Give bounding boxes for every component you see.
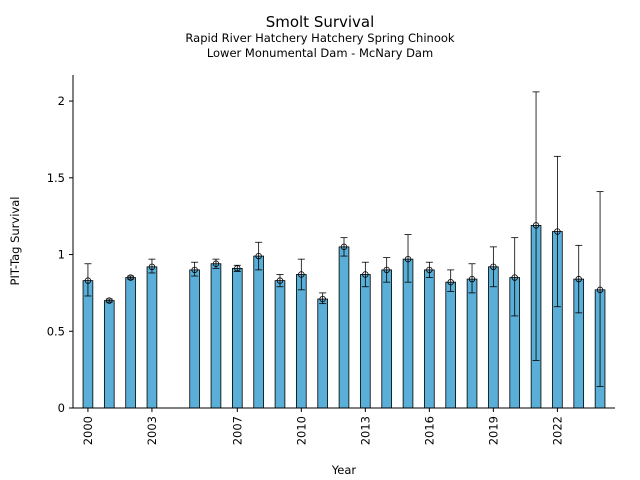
point-marker-2011 [319, 295, 326, 303]
x-tick-label: 2019 [486, 416, 500, 445]
bar-2006 [210, 263, 222, 409]
chart-subtitle-line-1: Rapid River Hatchery Hatchery Spring Chi… [185, 31, 455, 45]
bar-2000 [82, 280, 94, 409]
bar-2007 [232, 267, 243, 409]
bar-2018 [466, 278, 478, 409]
point-marker-2000 [84, 277, 92, 284]
point-marker-2001 [106, 297, 113, 304]
point-marker-2003 [148, 263, 156, 271]
point-marker-2015 [404, 255, 412, 263]
x-tick-label: 2007 [230, 416, 244, 445]
x-axis-label: Year [331, 463, 357, 477]
x-tick-label: 2013 [358, 416, 372, 445]
bar-2016 [424, 269, 435, 409]
bar-2013 [360, 274, 371, 409]
point-marker-2002 [127, 274, 134, 281]
point-marker-2020 [511, 274, 518, 281]
point-marker-2022 [554, 228, 561, 235]
y-ticks-group: 0 0.5 1 1.5 2 [47, 94, 73, 415]
bar-2002 [125, 277, 136, 409]
point-marker-2005 [191, 266, 198, 274]
y-tick-label: 0 [58, 401, 65, 415]
chart-title: Smolt Survival [265, 13, 375, 31]
bar-2012 [338, 246, 350, 409]
bar-2001 [103, 300, 115, 409]
bar-2003 [146, 266, 158, 409]
bar-2009 [274, 280, 286, 409]
point-markers-group [84, 222, 604, 304]
x-tick-label: 2022 [550, 416, 564, 445]
bar-2019 [488, 266, 499, 409]
point-marker-2023 [575, 275, 582, 283]
x-tick-label: 2000 [81, 416, 95, 445]
point-marker-2007 [234, 265, 241, 272]
y-tick-label: 1 [58, 248, 65, 262]
y-tick-label: 0.5 [47, 324, 65, 338]
point-marker-2012 [340, 243, 348, 251]
point-marker-2018 [468, 275, 476, 283]
x-tick-label: 2016 [422, 416, 436, 445]
bar-2005 [189, 269, 200, 409]
point-marker-2010 [298, 271, 305, 278]
bar-2014 [381, 269, 392, 409]
bar-2008 [253, 255, 264, 409]
point-marker-2024 [596, 286, 604, 294]
point-marker-2008 [255, 252, 262, 260]
x-tick-label: 2010 [294, 416, 308, 445]
y-tick-label: 1.5 [47, 171, 65, 185]
bar-2017 [445, 281, 456, 409]
point-marker-2016 [426, 266, 433, 274]
y-axis-label: PIT-Tag Survival [8, 197, 22, 286]
x-tick-label: 2003 [145, 416, 159, 445]
x-ticks-group: 2000 2003 2007 2010 2013 2016 2019 2022 [81, 408, 564, 445]
point-marker-2019 [490, 263, 497, 271]
bar-2011 [317, 298, 328, 409]
chart-subtitle-line-2: Lower Monumental Dam - McNary Dam [206, 46, 434, 60]
point-marker-2014 [383, 266, 390, 274]
y-tick-label: 2 [58, 94, 65, 108]
bar-2010 [296, 274, 307, 409]
point-marker-2021 [532, 222, 540, 229]
point-marker-2013 [362, 271, 369, 278]
point-marker-2017 [447, 278, 454, 286]
point-marker-2006 [212, 260, 220, 267]
point-marker-2009 [276, 277, 284, 284]
